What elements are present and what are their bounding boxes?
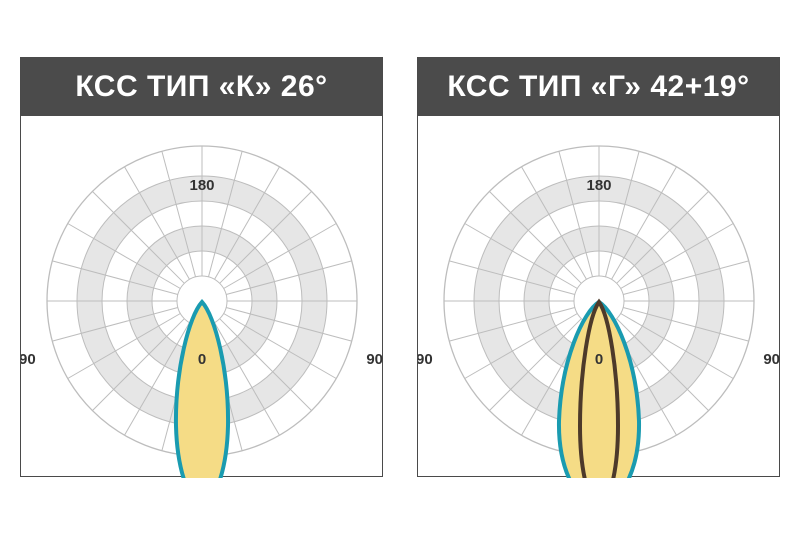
grid-radial-line [207, 151, 243, 277]
grid-radial-line [489, 191, 582, 284]
grid-radial-line [616, 191, 709, 284]
grid-radial-line [623, 260, 749, 296]
polar-diagram-g: 180 90 90 0 0 [418, 145, 780, 478]
light-curve-k [173, 299, 231, 478]
grid-radial-line [464, 223, 578, 289]
grid-radial-line [219, 191, 312, 284]
grid-radial-line [124, 322, 190, 436]
grid-radial-line [620, 313, 734, 379]
grid-radial-line [620, 223, 734, 289]
label-180: 180 [586, 177, 611, 194]
label-90-left: 90 [418, 351, 433, 368]
light-curve-g-inner [577, 298, 621, 478]
polar-diagram-k: 180 90 90 0 0 [21, 145, 383, 478]
grid-radial-line [226, 260, 352, 296]
label-180: 180 [189, 177, 214, 194]
label-center-0: 0 [595, 351, 603, 368]
grid-radial-line [604, 151, 640, 277]
grid-radial-line [161, 151, 197, 277]
diagram-title: КСС ТИП «К» 26° [21, 58, 382, 116]
label-center-0: 0 [198, 351, 206, 368]
grid-radial-line [52, 306, 178, 342]
grid-radial-line [52, 260, 178, 296]
grid-radial-line [489, 318, 582, 411]
grid-radial-line [92, 191, 185, 284]
grid-radial-line [223, 223, 337, 289]
grid-radial-line [611, 166, 677, 280]
grid-radial-line [214, 166, 280, 280]
label-90-right: 90 [763, 351, 780, 368]
grid-radial-line [124, 166, 190, 280]
grid-radial-line [449, 306, 575, 342]
grid-radial-line [67, 223, 181, 289]
grid-radial-line [92, 318, 185, 411]
grid-radial-line [464, 313, 578, 379]
grid-radial-line [214, 322, 280, 436]
grid-radial-line [521, 166, 587, 280]
diagram-panel-left: КСС ТИП «К» 26° 180 90 90 0 0 [20, 57, 383, 478]
grid-radial-line [616, 318, 709, 411]
grid-radial-line [67, 313, 181, 379]
grid-radial-line [623, 306, 749, 342]
diagram-title: КСС ТИП «Г» 42+19° [418, 58, 779, 116]
grid-radial-line [449, 260, 575, 296]
grid-radial-line [226, 306, 352, 342]
grid-radial-line [558, 151, 594, 277]
label-90-left: 90 [21, 351, 36, 368]
grid-radial-line [219, 318, 312, 411]
grid-radial-line [223, 313, 337, 379]
diagram-panel-right: КСС ТИП «Г» 42+19° 180 90 90 0 0 [417, 57, 780, 478]
label-90-right: 90 [366, 351, 383, 368]
